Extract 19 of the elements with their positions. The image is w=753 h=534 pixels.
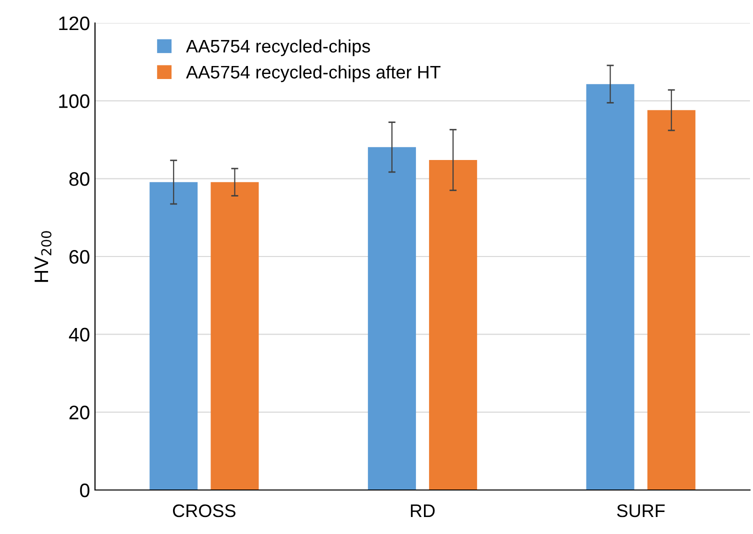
y-tick-label: 100: [59, 94, 90, 108]
x-tick-label: RD: [410, 504, 435, 517]
y-axis-title: HV$_{200}$: [34, 231, 52, 282]
y-tick-label: 60: [70, 250, 90, 264]
bar: [150, 182, 198, 490]
y-tick-label: 80: [69, 172, 90, 186]
legend-label: AA5754 recycled-chips: [186, 39, 370, 56]
bar: [210, 182, 259, 490]
y-tick-label: 0: [80, 483, 90, 498]
x-tick-label: CROSS: [172, 504, 236, 518]
x-tick-label: SURF: [617, 504, 665, 518]
bar: [586, 84, 634, 490]
bar: [647, 110, 696, 490]
y-tick-label: 120: [59, 16, 90, 30]
bar: [368, 147, 416, 490]
y-tick-label: 20: [69, 406, 90, 420]
y-tick-label: 40: [68, 328, 90, 342]
legend-label: AA5754 recycled-chips after HT: [186, 65, 440, 82]
bar: [429, 160, 478, 490]
